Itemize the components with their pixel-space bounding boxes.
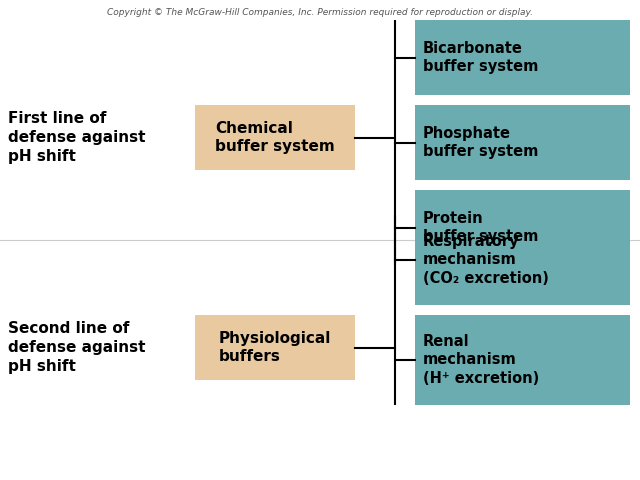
Text: Phosphate
buffer system: Phosphate buffer system [423, 126, 538, 159]
FancyBboxPatch shape [195, 105, 355, 170]
Text: Bicarbonate
buffer system: Bicarbonate buffer system [423, 41, 538, 74]
FancyBboxPatch shape [415, 20, 630, 95]
FancyBboxPatch shape [415, 315, 630, 405]
Text: Renal
mechanism
(H⁺ excretion): Renal mechanism (H⁺ excretion) [423, 334, 540, 386]
FancyBboxPatch shape [415, 215, 630, 305]
Text: First line of
defense against
pH shift: First line of defense against pH shift [8, 111, 145, 164]
FancyBboxPatch shape [415, 105, 630, 180]
Text: Second line of
defense against
pH shift: Second line of defense against pH shift [8, 322, 145, 373]
Text: Chemical
buffer system: Chemical buffer system [215, 120, 335, 154]
Text: Protein
buffer system: Protein buffer system [423, 211, 538, 244]
Text: Respiratory
mechanism
(CO₂ excretion): Respiratory mechanism (CO₂ excretion) [423, 234, 549, 286]
FancyBboxPatch shape [195, 315, 355, 380]
Text: Copyright © The McGraw-Hill Companies, Inc. Permission required for reproduction: Copyright © The McGraw-Hill Companies, I… [107, 8, 533, 17]
FancyBboxPatch shape [415, 190, 630, 265]
Text: Physiological
buffers: Physiological buffers [219, 331, 331, 364]
